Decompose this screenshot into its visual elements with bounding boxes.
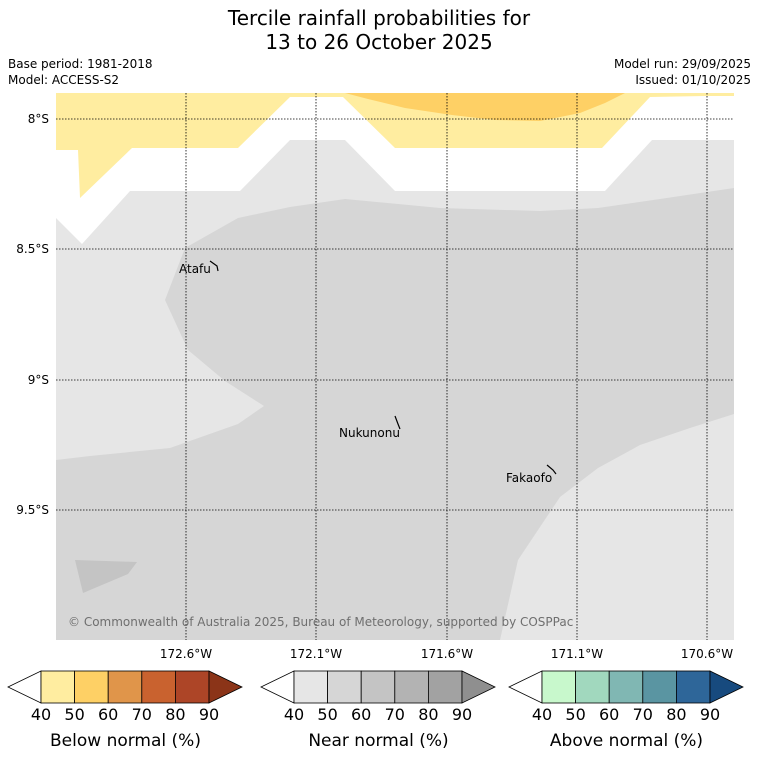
near-normal-colorbar-tick: 40 bbox=[283, 705, 305, 724]
atoll-outlines bbox=[209, 260, 557, 475]
near-normal-colorbar-segment bbox=[394, 670, 429, 704]
near-normal-colorbar-under-arrow bbox=[260, 670, 295, 704]
colorbars bbox=[7, 670, 744, 704]
near-normal-label: Near normal (%) bbox=[308, 731, 449, 751]
above-normal-label: Above normal (%) bbox=[549, 731, 704, 751]
probability-field bbox=[56, 93, 734, 640]
below-normal-colorbar-tick: 40 bbox=[30, 705, 52, 724]
model-name: Model: ACCESS-S2 bbox=[8, 73, 120, 87]
place-atafu: Atafu bbox=[179, 262, 211, 276]
above-normal-colorbar-segment bbox=[575, 670, 610, 704]
below-normal-colorbar-segment bbox=[141, 670, 176, 704]
above-normal-colorbar-tick: 70 bbox=[632, 705, 653, 724]
base-period: Base period: 1981-2018 bbox=[8, 57, 153, 71]
graticule bbox=[56, 93, 734, 640]
lon-label-171-1w: 171.1°W bbox=[550, 647, 604, 661]
near-normal-colorbar-segment bbox=[327, 670, 362, 704]
place-nukunonu: Nukunonu bbox=[339, 426, 400, 440]
below-normal-colorbar-segment bbox=[107, 670, 143, 704]
copyright-notice: © Commonwealth of Australia 2025, Bureau… bbox=[68, 615, 574, 629]
above-normal-colorbar-segment bbox=[642, 670, 677, 704]
below-normal-colorbar-tick: 90 bbox=[198, 705, 220, 724]
above-normal-colorbar-tick: 80 bbox=[666, 705, 687, 724]
below-normal-colorbar-tick: 70 bbox=[131, 705, 152, 724]
title-line-2: 13 to 26 October 2025 bbox=[265, 30, 493, 54]
near-normal-colorbar-tick: 50 bbox=[317, 705, 338, 724]
above-normal-colorbar-tick: 40 bbox=[531, 705, 553, 724]
below-normal-colorbar-segment bbox=[40, 670, 75, 704]
lon-label-172-6w: 172.6°W bbox=[159, 647, 213, 661]
place-fakaofo: Fakaofo bbox=[506, 471, 553, 485]
above-normal-colorbar-tick: 60 bbox=[599, 705, 620, 724]
title-line-1: Tercile rainfall probabilities for bbox=[227, 6, 531, 30]
near-normal-colorbar-segment bbox=[427, 670, 463, 704]
above-normal-colorbar-segment bbox=[608, 670, 644, 704]
below-normal-colorbar-tick: 80 bbox=[165, 705, 186, 724]
fakaofo-atoll bbox=[546, 464, 557, 475]
above-normal-colorbar-tick: 90 bbox=[699, 705, 721, 724]
below-normal-colorbar-over-arrow bbox=[208, 670, 243, 704]
near-normal-colorbar-segment bbox=[293, 670, 328, 704]
below-normal-colorbar-tick: 60 bbox=[98, 705, 119, 724]
near-normal-colorbar-segment bbox=[360, 670, 396, 704]
below-normal-colorbar-tick: 50 bbox=[64, 705, 85, 724]
lat-label-8-5s: 8.5°S bbox=[16, 242, 49, 256]
above-normal-colorbar-tick: 50 bbox=[565, 705, 586, 724]
lon-label-172-1w: 172.1°W bbox=[289, 647, 343, 661]
lon-label-171-6w: 171.6°W bbox=[420, 647, 474, 661]
nukunonu-atoll bbox=[394, 415, 401, 430]
lat-label-8s: 8°S bbox=[27, 112, 49, 126]
near-normal-colorbar-tick: 90 bbox=[451, 705, 473, 724]
lat-label-9-5s: 9.5°S bbox=[16, 503, 49, 517]
lon-label-170-6w: 170.6°W bbox=[680, 647, 734, 661]
above-normal-colorbar-over-arrow bbox=[709, 670, 744, 704]
near-normal-60-patch bbox=[75, 560, 137, 593]
below-normal-colorbar-under-arrow bbox=[7, 670, 42, 704]
lat-label-9s: 9°S bbox=[27, 373, 49, 387]
near-normal-colorbar-tick: 80 bbox=[418, 705, 439, 724]
near-normal-colorbar-over-arrow bbox=[461, 670, 496, 704]
near-normal-colorbar-tick: 60 bbox=[351, 705, 372, 724]
near-normal-50-region bbox=[56, 188, 734, 640]
below-normal-50-region bbox=[345, 93, 625, 121]
below-normal-label: Below normal (%) bbox=[50, 731, 201, 751]
model-run: Model run: 29/09/2025 bbox=[613, 57, 751, 71]
above-normal-colorbar-under-arrow bbox=[508, 670, 543, 704]
above-normal-colorbar-segment bbox=[676, 670, 711, 704]
below-normal-colorbar-segment bbox=[174, 670, 210, 704]
above-normal-colorbar-segment bbox=[541, 670, 576, 704]
atafu-atoll bbox=[209, 260, 219, 272]
below-normal-colorbar-segment bbox=[74, 670, 109, 704]
issued-date: Issued: 01/10/2025 bbox=[635, 73, 751, 87]
near-normal-colorbar-tick: 70 bbox=[384, 705, 405, 724]
